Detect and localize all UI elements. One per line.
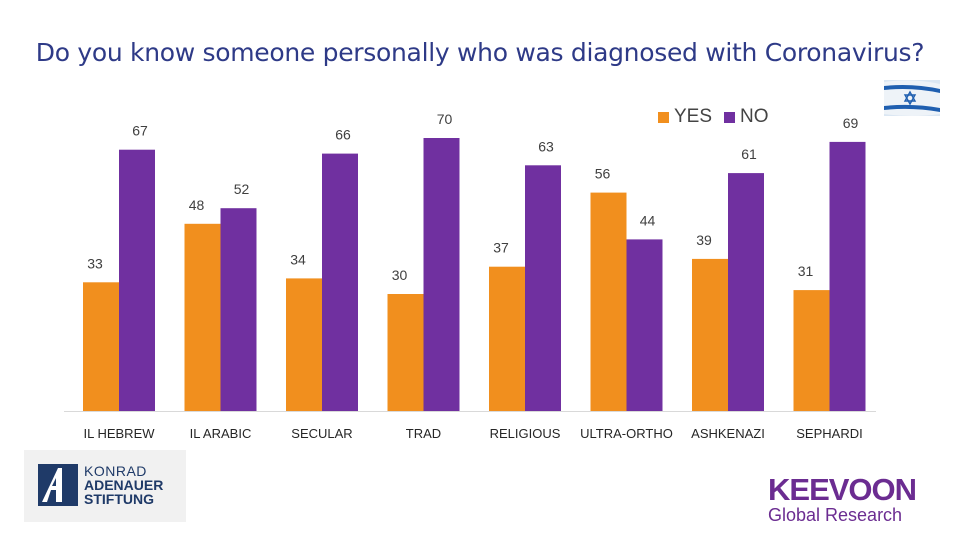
- x-tick-label: RELIGIOUS: [490, 426, 561, 441]
- keevoon-logo: KEEVOON Global Research: [768, 472, 917, 525]
- x-tick-label: ASHKENAZI: [691, 426, 765, 441]
- legend-swatch-no: [724, 111, 736, 123]
- bar-yes: [692, 258, 728, 411]
- data-label-yes: 37: [493, 240, 509, 256]
- keevoon-logo-name: KEEVOON: [768, 472, 917, 507]
- data-label-yes: 48: [189, 197, 205, 213]
- data-label-no: 61: [741, 146, 757, 162]
- bar-yes: [590, 192, 627, 411]
- legend-swatch-yes: [658, 111, 669, 123]
- legend: YES NO: [658, 106, 781, 128]
- data-label-yes: 39: [696, 232, 712, 248]
- kas-logo-line3: STIFTUNG: [84, 491, 154, 507]
- data-label-no: 70: [437, 111, 453, 127]
- bar-yes: [184, 223, 221, 411]
- x-tick-label: SEPHARDI: [796, 426, 862, 441]
- legend-label-yes: YES: [674, 106, 713, 127]
- legend-label-no: NO: [740, 106, 769, 127]
- data-label-yes: 30: [392, 267, 408, 283]
- data-label-yes: 33: [87, 255, 103, 271]
- israel-flag-icon: [884, 80, 940, 116]
- data-label-no: 67: [132, 123, 148, 139]
- kas-logo: KONRAD ADENAUER STIFTUNG: [24, 450, 186, 522]
- bar-no: [322, 153, 358, 411]
- data-label-yes: 34: [290, 251, 306, 267]
- x-tick-label: ULTRA-ORTHO: [580, 426, 673, 441]
- keevoon-logo-tagline: Global Research: [768, 505, 903, 525]
- x-tick-label: IL ARABIC: [190, 426, 252, 441]
- bar-no: [525, 165, 561, 411]
- kas-logo-line1: KONRAD: [84, 463, 147, 479]
- data-label-no: 44: [640, 212, 656, 228]
- kas-logo-line2: ADENAUER: [84, 477, 164, 493]
- x-tick-label: IL HEBREW: [83, 426, 155, 441]
- data-label-yes: 56: [595, 166, 611, 182]
- bar-no: [220, 208, 257, 411]
- x-tick-label: SECULAR: [291, 426, 352, 441]
- bar-yes: [387, 294, 424, 411]
- bar-yes: [286, 278, 322, 411]
- bar-no: [728, 173, 764, 411]
- bar-yes: [489, 266, 525, 411]
- kas-logo-mark: [38, 464, 78, 506]
- data-label-no: 52: [234, 181, 250, 197]
- bar-no: [829, 141, 866, 411]
- data-label-yes: 31: [798, 263, 814, 279]
- data-label-no: 69: [843, 115, 859, 131]
- bar-yes: [793, 290, 830, 411]
- bar-yes: [83, 282, 119, 411]
- bar-no: [626, 239, 663, 411]
- bar-no: [423, 138, 460, 411]
- chart-title: Do you know someone personally who was d…: [35, 38, 925, 67]
- data-label-no: 63: [538, 138, 554, 154]
- bar-no: [119, 149, 155, 411]
- x-tick-label: TRAD: [406, 426, 441, 441]
- data-label-no: 66: [335, 127, 351, 143]
